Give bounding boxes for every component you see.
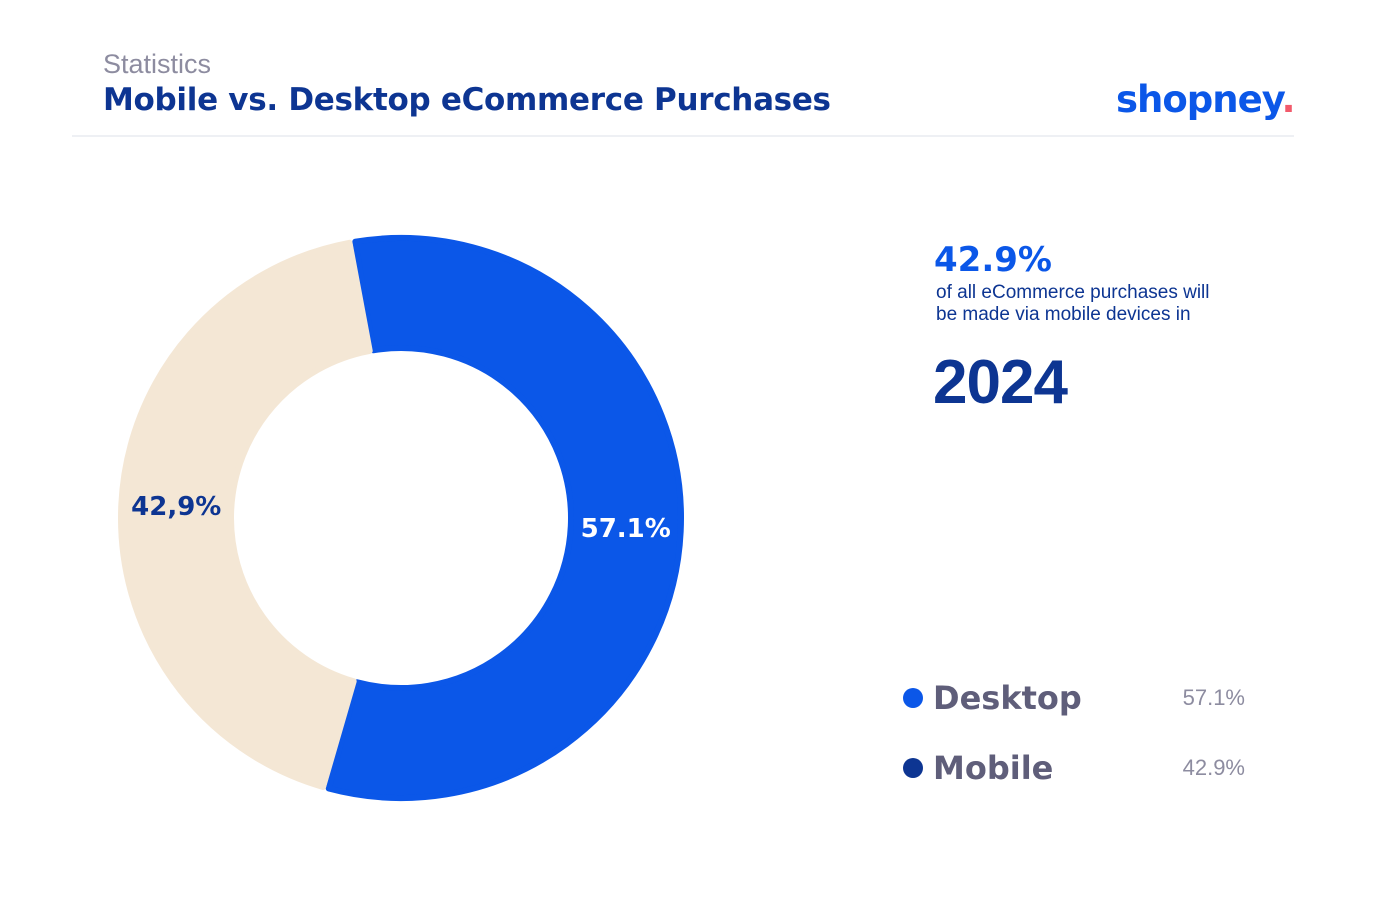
shopney-logo: shopney. — [1116, 78, 1296, 122]
mobile-legend-dot — [903, 758, 923, 778]
legend-value-mobile: 42.9% — [1182, 755, 1245, 780]
legend-label-mobile: Mobile — [933, 749, 1054, 787]
donut-chart: 57.1% 42,9% — [118, 235, 684, 801]
donut-label-mobile: 42,9% — [131, 492, 221, 522]
callout-year: 2024 — [933, 348, 1068, 417]
callout-text: of all eCommerce purchases will be made … — [936, 282, 1210, 325]
donut-slice-mobile — [118, 239, 373, 790]
logo-text: shopney — [1116, 78, 1282, 121]
legend-label-desktop: Desktop — [933, 679, 1082, 717]
legend-item-desktop: Desktop 57.1% — [903, 678, 1245, 718]
logo-dot: . — [1281, 78, 1295, 121]
donut-label-desktop: 57.1% — [581, 514, 671, 544]
header-divider — [72, 135, 1294, 137]
callout-value: 42.9% — [934, 240, 1052, 280]
legend-value-desktop: 57.1% — [1182, 685, 1245, 710]
desktop-legend-dot — [903, 688, 923, 708]
statistics-eyebrow: Statistics — [103, 49, 212, 79]
donut-slice-desktop — [325, 235, 684, 801]
legend-item-mobile: Mobile 42.9% — [903, 748, 1245, 788]
chart-title: Mobile vs. Desktop eCommerce Purchases — [103, 82, 831, 118]
